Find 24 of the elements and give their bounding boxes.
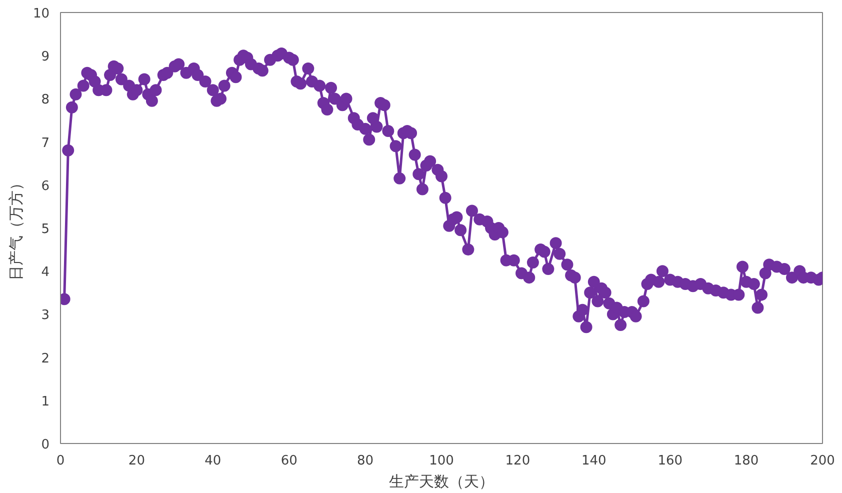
x-axis-title: 生产天数（天）	[389, 472, 494, 490]
y-tick-label: 3	[41, 308, 50, 324]
y-tick-label: 7	[41, 136, 50, 151]
y-tick-label: 1	[41, 394, 50, 410]
y-axis-title: 日产气（万方）	[6, 176, 25, 280]
y-tick-label: 4	[41, 265, 50, 280]
x-tick-label: 60	[280, 454, 298, 468]
y-tick-label: 9	[41, 50, 50, 65]
x-tick-label: 200	[810, 454, 835, 468]
y-tick-label: 5	[41, 222, 50, 237]
y-tick-label: 2	[41, 351, 50, 366]
x-tick-label: 140	[581, 454, 606, 468]
x-tick-label: 160	[658, 454, 683, 468]
x-tick-label: 20	[128, 454, 145, 468]
y-tick-label: 10	[32, 6, 50, 22]
y-tick-label: 0	[41, 438, 50, 452]
y-tick-label: 6	[41, 178, 50, 194]
y-tick-label: 8	[41, 92, 50, 108]
x-tick-label: 0	[56, 454, 65, 468]
x-tick-label: 120	[505, 454, 530, 468]
x-tick-label: 100	[429, 454, 454, 468]
x-tick-label: 180	[734, 454, 759, 468]
x-tick-label: 40	[204, 454, 222, 468]
x-tick-label: 80	[357, 454, 374, 468]
